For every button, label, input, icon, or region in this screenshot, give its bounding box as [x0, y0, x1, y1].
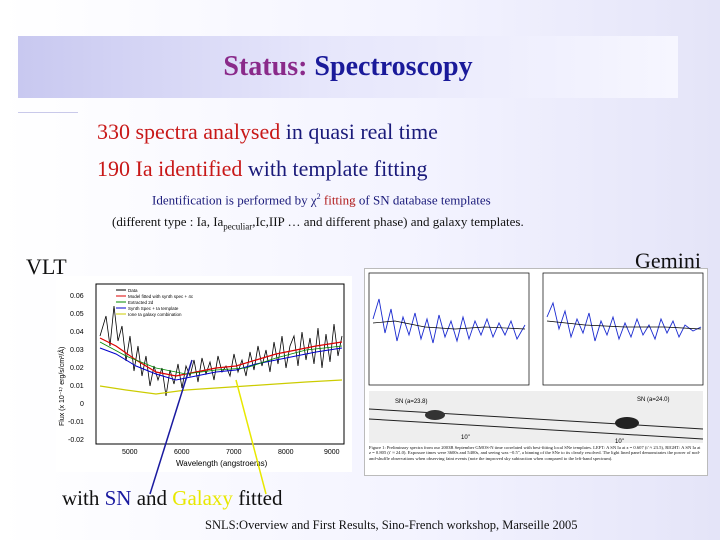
y-tick: 0.06 — [70, 293, 84, 300]
gemini-left-template — [372, 320, 526, 330]
extracted-2d — [99, 341, 343, 375]
decorative-rule — [18, 112, 78, 113]
y-tick: 0 — [80, 401, 84, 408]
x-axis-label: Wavelength (angstroems) — [176, 459, 268, 468]
caption-fitted: with SN and Galaxy fitted — [62, 486, 283, 510]
gemini-right-template — [546, 320, 702, 330]
y-tick: 0.03 — [70, 347, 84, 354]
y-tick: -0.02 — [68, 437, 84, 444]
sn-label-left: SN (a=23.8) — [395, 399, 428, 405]
scale-label-left: 10" — [461, 435, 470, 441]
y-tick: 0.02 — [70, 365, 84, 372]
y-axis-label: Flux (x 10⁻¹⁷ erg/s/cm²/Å) — [57, 347, 66, 426]
gemini-right-spectrum — [546, 301, 702, 342]
sn-label-right: SN (a=24.0) — [637, 397, 670, 403]
legend-extracted: Extracted 2d — [128, 300, 154, 305]
legend-galaxy: Ione Ia galaxy combination — [128, 312, 182, 317]
x-tick: 9000 — [324, 449, 340, 456]
slide-title: Status: Spectroscopy — [18, 36, 678, 98]
title-spectroscopy: Spectroscopy — [314, 51, 473, 82]
note-types: (different type : Ia, Iapeculiar,Ic,IIP … — [112, 214, 524, 232]
synth-fit — [99, 347, 343, 381]
x-tick: 8000 — [278, 449, 294, 456]
galaxy-fit — [99, 379, 343, 395]
bullet-spectra: 330 spectra analysed in quasi real time — [97, 119, 438, 144]
legend-model: Model fitted with synth spec + 4c — [128, 294, 194, 299]
x-tick: 5000 — [122, 449, 138, 456]
gemini-left-spectrum — [372, 298, 526, 344]
bullet-identified: 190 Ia identified with template fitting — [97, 156, 428, 181]
x-tick: 7000 — [226, 449, 242, 456]
y-tick: 0.04 — [70, 329, 84, 336]
y-tick: 0.01 — [70, 383, 84, 390]
label-vlt: VLT — [26, 254, 67, 279]
legend-synth: Synth Spec + Ia template — [128, 306, 179, 311]
y-tick: -0.01 — [68, 419, 84, 426]
legend-data: Data — [128, 288, 138, 293]
data-spectrum — [99, 305, 343, 397]
y-tick: 0.05 — [70, 311, 84, 318]
footer-citation: SNLS:Overview and First Results, Sino-Fr… — [205, 518, 578, 532]
gemini-figure: SN (a=23.8) SN (a=24.0) 10" 10" Figure 1… — [364, 268, 708, 476]
vlt-spectrum-plot: 0.06 0.05 0.04 0.03 0.02 0.01 0 -0.01 -0… — [56, 276, 352, 472]
title-status: Status: — [223, 51, 308, 82]
gemini-figure-caption: Figure 1: Preliminary spectra from our 2… — [369, 445, 701, 461]
title-band: Status: Spectroscopy — [18, 36, 678, 98]
x-tick: 6000 — [174, 449, 190, 456]
scale-label-right: 10" — [615, 439, 624, 445]
note-identification: Identification is performed by χ2 fittin… — [152, 192, 491, 208]
